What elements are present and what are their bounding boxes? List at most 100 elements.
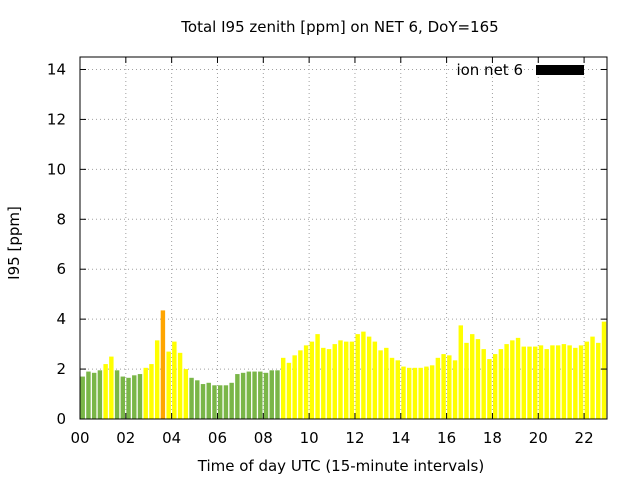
bar — [550, 345, 555, 419]
bar — [103, 364, 108, 419]
bar — [166, 351, 171, 419]
bar — [298, 350, 303, 419]
bar — [183, 369, 189, 419]
bar — [475, 339, 481, 419]
bar — [91, 372, 97, 419]
bar — [275, 370, 280, 419]
bar — [401, 366, 406, 419]
bar — [492, 354, 498, 419]
bar — [372, 341, 378, 419]
x-tick-label: 14 — [391, 429, 410, 447]
bar — [441, 354, 446, 419]
bar — [132, 375, 137, 419]
x-tick-label: 00 — [70, 429, 89, 447]
x-tick-labels: 00 02 04 06 08 10 12 14 16 18 20 22 — [70, 429, 593, 447]
y-tick-label: 8 — [56, 210, 66, 228]
bar — [601, 321, 607, 419]
legend-label: ion net 6 — [456, 61, 523, 79]
bar — [309, 341, 315, 419]
bar — [538, 345, 544, 419]
bar — [555, 345, 561, 419]
x-tick-label: 10 — [300, 429, 319, 447]
bar — [384, 347, 389, 419]
bar — [435, 357, 441, 419]
x-tick-label: 08 — [254, 429, 273, 447]
bar — [97, 370, 103, 419]
bar — [527, 346, 532, 419]
bar — [447, 355, 452, 419]
bar — [418, 367, 423, 419]
chart-title: Total I95 zenith [ppm] on NET 6, DoY=165 — [180, 18, 498, 36]
bar — [240, 372, 246, 419]
bar — [286, 362, 292, 419]
x-tick-label: 04 — [162, 429, 181, 447]
bar — [258, 371, 263, 419]
bar — [596, 342, 601, 419]
bar — [137, 374, 143, 419]
bar — [452, 360, 458, 419]
bar — [521, 346, 527, 419]
bar — [154, 340, 160, 419]
bar — [126, 377, 131, 419]
x-axis-label: Time of day UTC (15-minute intervals) — [197, 457, 484, 475]
bar — [149, 364, 154, 419]
y-axis-label: I95 [ppm] — [5, 206, 23, 280]
grid — [80, 57, 607, 419]
bar — [114, 370, 120, 419]
bar — [217, 385, 223, 419]
bar — [338, 340, 343, 419]
bar — [378, 350, 383, 419]
bar — [510, 340, 515, 419]
bar — [355, 334, 360, 419]
bar — [349, 341, 355, 419]
bar — [533, 346, 538, 419]
bar — [223, 385, 229, 419]
x-tick-label: 20 — [529, 429, 548, 447]
x-tick-label: 22 — [575, 429, 594, 447]
bar — [366, 336, 372, 419]
bar — [412, 367, 418, 419]
bar — [280, 357, 286, 419]
bar — [361, 331, 366, 419]
bar — [172, 341, 177, 419]
bar — [429, 365, 435, 419]
bar — [246, 371, 252, 419]
bar — [389, 357, 395, 419]
bar — [515, 337, 521, 419]
bar — [584, 341, 590, 419]
bar — [504, 344, 509, 419]
bar — [200, 384, 206, 419]
bar — [229, 382, 234, 419]
x-tick-label: 06 — [208, 429, 227, 447]
bar — [578, 345, 584, 419]
bar — [303, 345, 309, 419]
bar — [315, 334, 320, 419]
bar — [344, 341, 349, 419]
bar — [160, 310, 166, 419]
bar — [424, 366, 429, 419]
y-tick-label: 4 — [56, 310, 66, 328]
bar — [143, 367, 148, 419]
x-tick-label: 16 — [437, 429, 456, 447]
bar — [189, 377, 194, 419]
bar — [235, 374, 240, 419]
bar — [590, 336, 595, 419]
bar — [332, 344, 337, 419]
bar — [263, 372, 269, 419]
bar — [321, 347, 326, 419]
bar — [561, 344, 567, 419]
x-tick-label: 18 — [483, 429, 502, 447]
axes — [79, 56, 608, 420]
y-tick-label: 10 — [47, 160, 66, 178]
bar — [481, 349, 486, 419]
y-tick-label: 14 — [47, 60, 66, 78]
bar — [567, 345, 572, 419]
y-tick-label: 0 — [56, 410, 66, 428]
bar — [544, 349, 549, 419]
x-tick-label: 02 — [116, 429, 135, 447]
bar — [487, 359, 492, 419]
bar — [395, 360, 400, 419]
y-tick-label: 6 — [56, 260, 66, 278]
bar — [212, 385, 217, 419]
